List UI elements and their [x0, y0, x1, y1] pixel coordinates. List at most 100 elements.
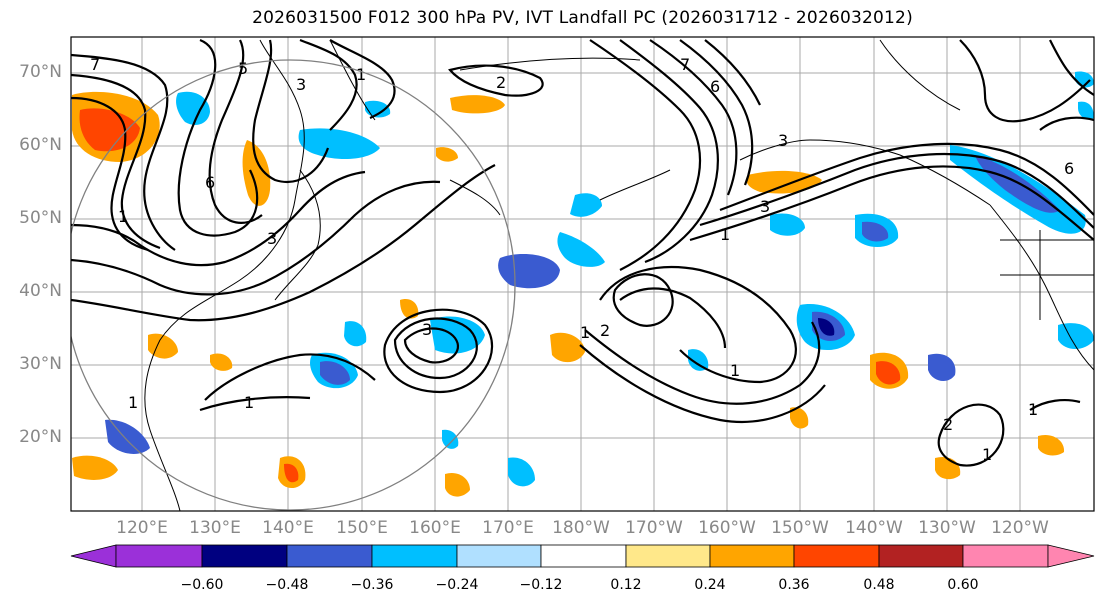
positive-anomaly: [436, 147, 458, 162]
contour-label: 3: [267, 229, 277, 248]
negative-anomaly: [344, 321, 367, 347]
contour-label: 2: [943, 415, 953, 434]
colorbar-swatch: [625, 544, 711, 568]
negative-anomaly: [508, 457, 535, 487]
lon-label: 150°E: [336, 518, 388, 538]
colorbar-swatch: [201, 544, 288, 568]
negative-anomaly: [498, 254, 560, 289]
colorbar-tick-label: −0.60: [180, 577, 224, 593]
positive-anomaly: [242, 140, 271, 206]
lon-label: 180°W: [552, 518, 610, 538]
negative-anomaly: [688, 349, 709, 371]
negative-anomaly: [430, 316, 485, 354]
pv-contours: [71, 38, 1094, 467]
contour-label: 2: [496, 73, 506, 92]
contour-label: 6: [205, 173, 215, 192]
positive-anomaly: [210, 353, 233, 371]
lon-label: 160°W: [698, 518, 756, 538]
positive-anomaly: [148, 333, 178, 359]
positive-anomaly: [746, 170, 822, 194]
positive-anomaly: [550, 332, 585, 363]
lon-label: 140°E: [262, 518, 314, 538]
colorbar-tick-label: −0.24: [435, 577, 479, 593]
negative-anomaly: [365, 100, 391, 118]
lat-label: 20°N: [19, 427, 62, 447]
negative-anomaly: [818, 318, 835, 336]
contour-label: 1: [128, 393, 138, 412]
negative-anomaly: [557, 232, 605, 267]
colorbar-tick-label: −0.12: [519, 577, 563, 593]
negative-anomaly: [975, 155, 1060, 213]
colorbar-swatch: [371, 544, 458, 568]
contour-label: 1: [580, 323, 590, 342]
negative-anomaly: [298, 128, 380, 160]
colorbar-swatch: [962, 544, 1049, 568]
graticule: [71, 37, 1094, 511]
lat-label: 60°N: [19, 135, 62, 155]
ivt-shading: [72, 71, 1094, 497]
contour-label: 7: [680, 55, 690, 74]
contour-label: 3: [296, 75, 306, 94]
positive-anomaly: [400, 299, 419, 319]
lon-label: 170°W: [625, 518, 683, 538]
positive-anomaly: [1038, 434, 1065, 456]
colorbar-swatch: [286, 544, 373, 568]
negative-anomaly: [1058, 323, 1094, 349]
positive-anomaly: [72, 455, 118, 480]
contour-label: 1: [1028, 400, 1038, 419]
contour-label: 6: [710, 77, 720, 96]
lon-label: 130°E: [189, 518, 241, 538]
lon-label: 170°E: [482, 518, 534, 538]
colorbar-tick-label: 0.36: [778, 577, 810, 593]
negative-anomaly: [928, 353, 956, 382]
colorbar-swatch: [709, 544, 795, 568]
colorbar-tick-label: 0.60: [947, 577, 979, 593]
contour-label: 3: [422, 320, 432, 339]
lon-label: 120°W: [991, 518, 1049, 538]
colorbar: [70, 544, 1095, 568]
positive-anomaly: [450, 95, 505, 114]
colorbar-swatch: [793, 544, 880, 568]
colorbar-tick-label: −0.36: [350, 577, 394, 593]
lat-label: 70°N: [19, 62, 62, 82]
contour-label: 3: [778, 131, 788, 150]
contour-label: 1: [118, 207, 128, 226]
map-frame: [70, 36, 1095, 512]
contour-label: 1: [730, 361, 740, 380]
negative-anomaly: [105, 419, 150, 454]
positive-anomaly: [935, 456, 961, 480]
contour-label: 1: [982, 445, 992, 464]
colorbar-swatch: [456, 544, 542, 568]
contour-label: 6: [1064, 159, 1074, 178]
range-circle: [71, 59, 516, 511]
colorbar-tick-label: 0.24: [694, 577, 726, 593]
colorbar-extend-high: [1047, 544, 1095, 568]
contour-label: 1: [244, 393, 254, 412]
contour-label: 1: [356, 65, 366, 84]
lon-label: 160°E: [409, 518, 461, 538]
lon-label: 150°W: [771, 518, 829, 538]
contour-labels: 7 6 5 3 2 1 3 1 7 6 6 3 1 1 2 3 1 1 1 1 …: [90, 55, 1074, 464]
colorbar-swatch: [878, 544, 964, 568]
negative-anomaly: [1078, 101, 1094, 120]
colorbar-swatch: [540, 544, 627, 568]
colorbar-extend-low: [70, 544, 117, 568]
negative-anomaly: [320, 361, 350, 385]
positive-anomaly: [790, 407, 809, 429]
negative-anomaly: [176, 91, 210, 125]
positive-anomaly: [284, 463, 299, 483]
lon-label: 140°W: [845, 518, 903, 538]
colorbar-swatch: [115, 544, 203, 568]
contour-label: 7: [90, 55, 100, 74]
contour-label: 2: [600, 321, 610, 340]
map-title: 2026031500 F012 300 hPa PV, IVT Landfall…: [252, 8, 913, 28]
map-panel: 7 6 5 3 2 1 3 1 7 6 6 3 1 1 2 3 1 1 1 1 …: [71, 37, 1094, 511]
contour-label: 3: [760, 197, 770, 216]
negative-anomaly: [442, 429, 459, 449]
lat-label: 40°N: [19, 281, 62, 301]
positive-anomaly: [445, 472, 470, 497]
contour-label: 5: [238, 59, 248, 78]
colorbar-tick-label: 0.48: [863, 577, 895, 593]
colorbar-tick-label: 0.12: [610, 577, 642, 593]
